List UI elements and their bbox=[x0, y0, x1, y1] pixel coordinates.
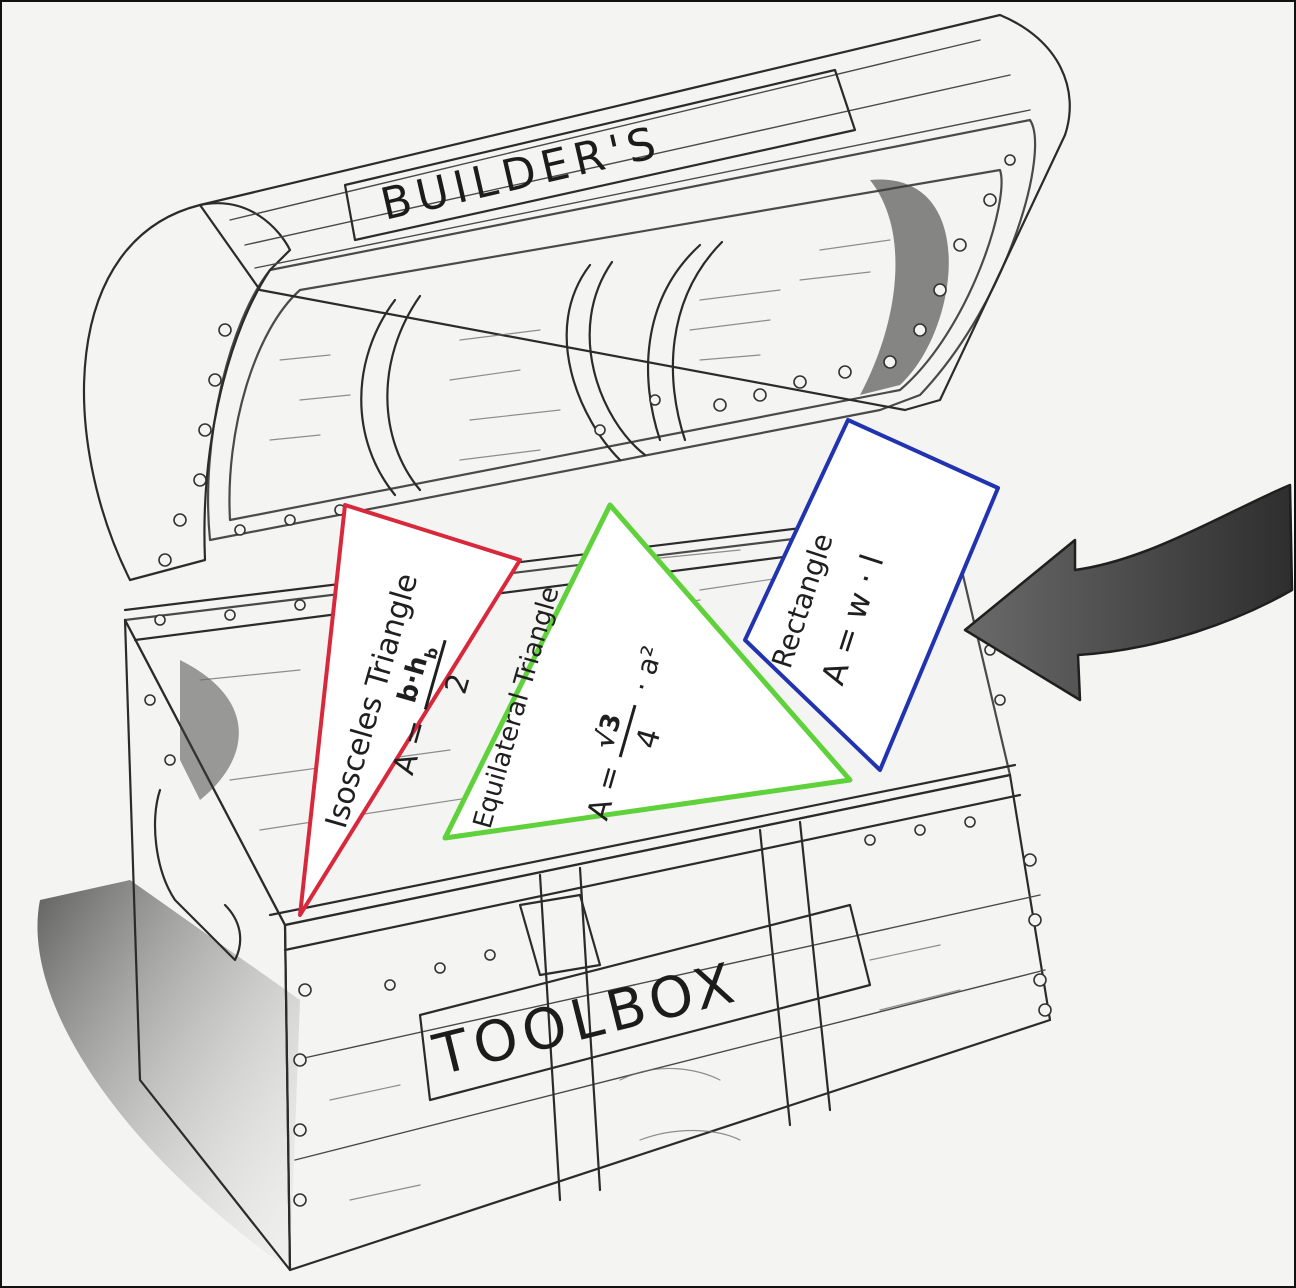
equilateral-triangle-card: Equilateral Triangle A = √3 4 · a² bbox=[442, 502, 853, 841]
rectangle-card: Rectangle A = w · l bbox=[743, 418, 1000, 772]
isosceles-formula-numerator-sub: b bbox=[421, 645, 442, 661]
isosceles-triangle-outline bbox=[298, 503, 522, 917]
lid-rivets bbox=[158, 154, 1016, 567]
isosceles-formula-denominator: 2 bbox=[439, 670, 478, 698]
isosceles-triangle-card: Isosceles Triangle A = b·h b 2 bbox=[298, 503, 522, 917]
ground-shadow bbox=[37, 880, 301, 1270]
lid-label-plate: BUILDER'S bbox=[343, 68, 857, 242]
chest-handle bbox=[153, 788, 242, 962]
body-rivets bbox=[144, 592, 1052, 1207]
chest-body bbox=[123, 508, 1052, 1272]
rectangle-outline bbox=[743, 418, 1000, 772]
equilateral-triangle-outline bbox=[442, 502, 853, 841]
front-label-plate: TOOLBOX bbox=[418, 893, 872, 1102]
chest-lid bbox=[83, 13, 1071, 582]
curved-arrow bbox=[963, 483, 1294, 702]
